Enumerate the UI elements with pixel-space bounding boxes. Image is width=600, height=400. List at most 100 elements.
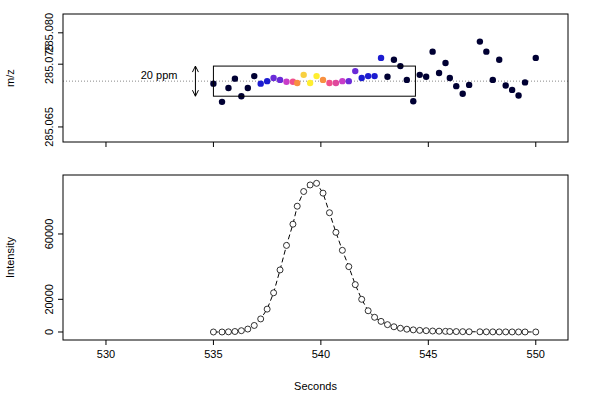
point	[442, 60, 448, 66]
point	[404, 326, 410, 332]
point	[490, 329, 496, 335]
x-tick-label: 540	[312, 348, 330, 360]
x-tick	[535, 340, 536, 345]
x-tick	[320, 142, 321, 147]
point	[346, 78, 352, 84]
point	[225, 329, 231, 335]
point	[466, 329, 472, 335]
y-tick	[58, 32, 63, 33]
y-tick-label: 20000	[43, 284, 55, 315]
point	[333, 229, 339, 235]
point	[410, 98, 416, 104]
x-axis-label: Seconds	[294, 380, 337, 392]
y-tick-label: 60000	[43, 219, 55, 250]
point	[301, 189, 307, 195]
point	[232, 329, 238, 335]
point	[258, 80, 264, 86]
y-tick	[58, 64, 63, 65]
point	[219, 99, 225, 105]
point	[359, 296, 365, 302]
point	[264, 78, 270, 84]
point	[251, 322, 257, 328]
point	[372, 314, 378, 320]
plot-frame	[63, 14, 568, 142]
point	[423, 328, 429, 334]
y-axis-label: Intensity	[4, 237, 16, 278]
y-tick	[58, 126, 63, 127]
point	[509, 87, 515, 93]
point	[294, 203, 300, 209]
point	[251, 73, 257, 79]
point	[320, 77, 326, 83]
plot-area	[210, 180, 538, 335]
point	[417, 327, 423, 333]
y-tick-label: 0	[43, 329, 55, 335]
point	[423, 74, 429, 80]
point	[378, 318, 384, 324]
y-tick	[58, 299, 63, 300]
point	[245, 85, 251, 91]
point	[391, 324, 397, 330]
point	[210, 329, 216, 335]
point	[460, 329, 466, 335]
point	[477, 38, 483, 44]
point	[533, 55, 539, 61]
point	[417, 72, 423, 78]
point	[359, 75, 365, 81]
point	[271, 290, 277, 296]
point	[294, 80, 300, 86]
point	[483, 48, 489, 54]
plot-frame	[63, 175, 568, 340]
point	[346, 264, 352, 270]
point	[232, 75, 238, 81]
y-tick-label: 285.065	[43, 107, 55, 147]
x-tick	[320, 340, 321, 345]
y-tick	[58, 331, 63, 332]
point	[283, 242, 289, 248]
point	[270, 75, 276, 81]
point	[384, 74, 390, 80]
point	[339, 247, 345, 253]
point	[339, 78, 345, 84]
arrow-head	[192, 66, 198, 72]
point	[391, 57, 397, 63]
point	[365, 73, 371, 79]
point	[496, 57, 502, 63]
point	[264, 306, 270, 312]
point	[496, 329, 502, 335]
arrow	[195, 66, 196, 96]
point	[352, 68, 358, 74]
point	[436, 70, 442, 76]
point	[516, 329, 522, 335]
point	[410, 327, 416, 333]
annotation: 20 ppm	[141, 69, 178, 81]
point	[447, 75, 453, 81]
point	[245, 326, 251, 332]
point	[502, 82, 508, 88]
point	[314, 180, 320, 186]
point	[333, 80, 339, 86]
x-tick	[213, 340, 214, 345]
point	[238, 328, 244, 334]
x-tick	[535, 142, 536, 147]
point	[436, 328, 442, 334]
y-tick	[58, 233, 63, 234]
plot-area	[63, 38, 568, 105]
point	[384, 322, 390, 328]
point	[258, 316, 264, 322]
point	[430, 328, 436, 334]
point	[307, 80, 313, 86]
x-tick-label: 550	[527, 348, 545, 360]
point	[326, 210, 332, 216]
y-axis-label: m/z	[4, 69, 16, 87]
point	[522, 329, 528, 335]
point	[371, 73, 377, 79]
chart: 285.065285.075285.080m/z20 ppm5305355405…	[0, 0, 600, 400]
point	[320, 190, 326, 196]
x-tick-label: 530	[97, 348, 115, 360]
point	[313, 73, 319, 79]
point	[219, 329, 225, 335]
point	[365, 308, 371, 314]
point	[326, 80, 332, 86]
point	[352, 282, 358, 288]
